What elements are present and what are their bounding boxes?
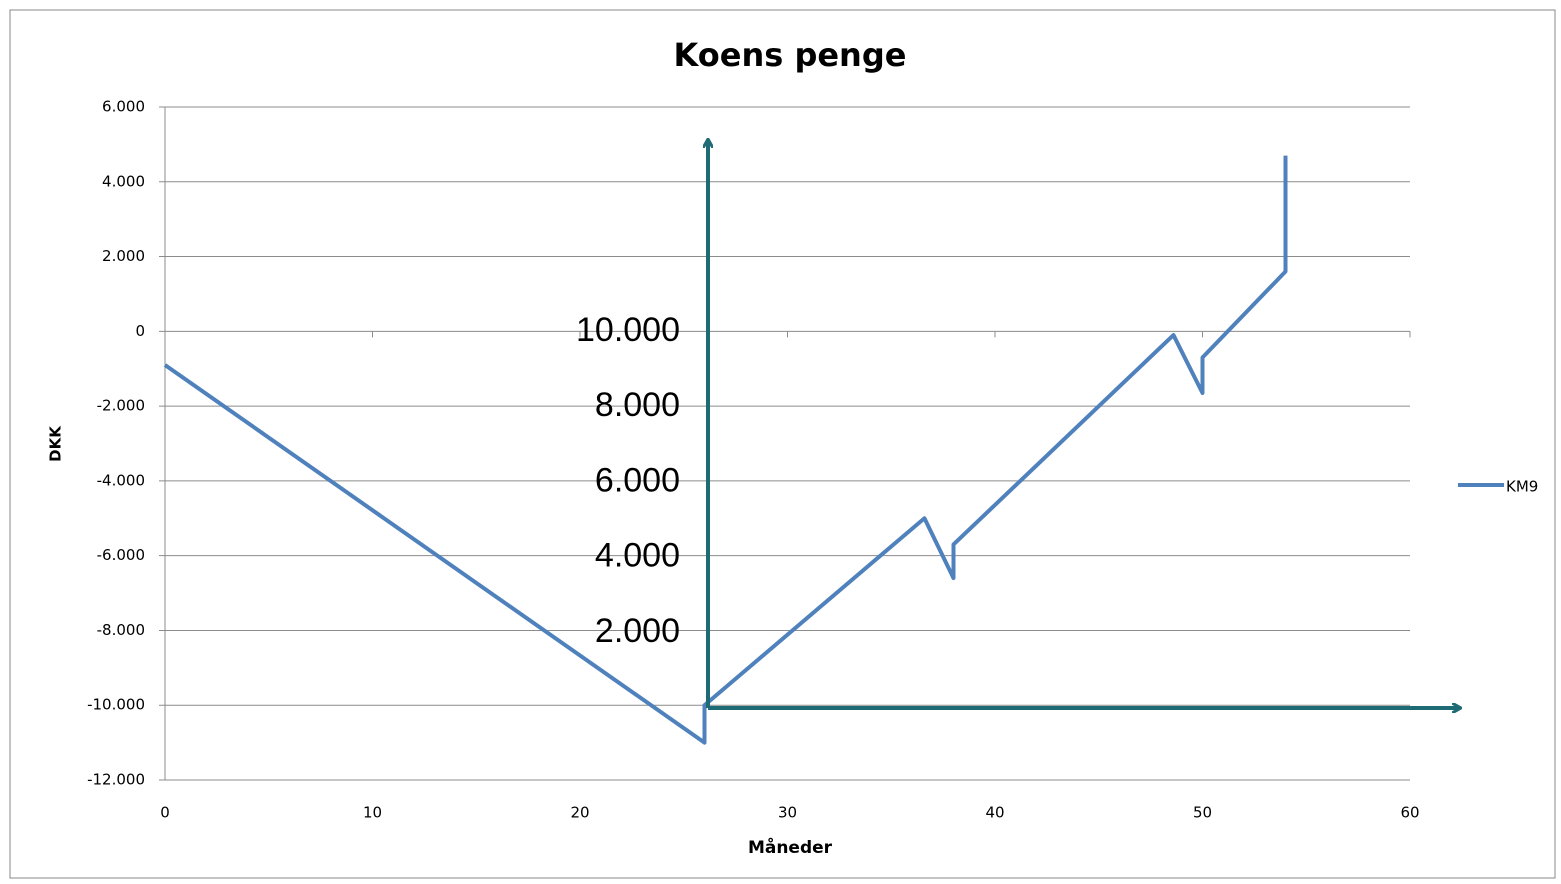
chart-frame — [9, 9, 1556, 879]
overlay-tick-label: 8.000 — [595, 386, 680, 424]
chart-title: Koens penge — [674, 36, 907, 74]
x-tick-label: 30 — [778, 804, 797, 822]
y-axis-title: DKK — [47, 425, 65, 462]
y-tick-label: -12.000 — [87, 771, 145, 789]
legend-label: KM9 — [1506, 478, 1538, 496]
x-tick-label: 60 — [1400, 804, 1419, 822]
data-line — [163, 155, 1288, 745]
x-axis-title: Måneder — [748, 836, 833, 858]
y-tick-label: 6.000 — [102, 98, 145, 116]
y-tick-label: -8.000 — [97, 621, 145, 639]
x-tick-label: 0 — [160, 804, 170, 822]
overlay-tick-label: 2.000 — [595, 612, 680, 650]
x-tick-label: 40 — [985, 804, 1004, 822]
overlay-tick-label: 6.000 — [595, 461, 680, 499]
overlay-tick-label: 10.000 — [576, 311, 680, 349]
y-tick-label: -4.000 — [97, 471, 145, 489]
y-tick-label: -2.000 — [97, 397, 145, 415]
y-tick-label: 2.000 — [102, 247, 145, 265]
y-tick-label: -10.000 — [87, 696, 145, 714]
y-tick-label: 4.000 — [102, 172, 145, 190]
x-tick-label: 50 — [1193, 804, 1212, 822]
x-tick-label: 10 — [363, 804, 382, 822]
x-tick-label: 20 — [570, 804, 589, 822]
y-tick-label: 0 — [135, 322, 145, 340]
y-tick-label: -6.000 — [97, 546, 145, 564]
overlay-tick-label: 4.000 — [595, 537, 680, 575]
